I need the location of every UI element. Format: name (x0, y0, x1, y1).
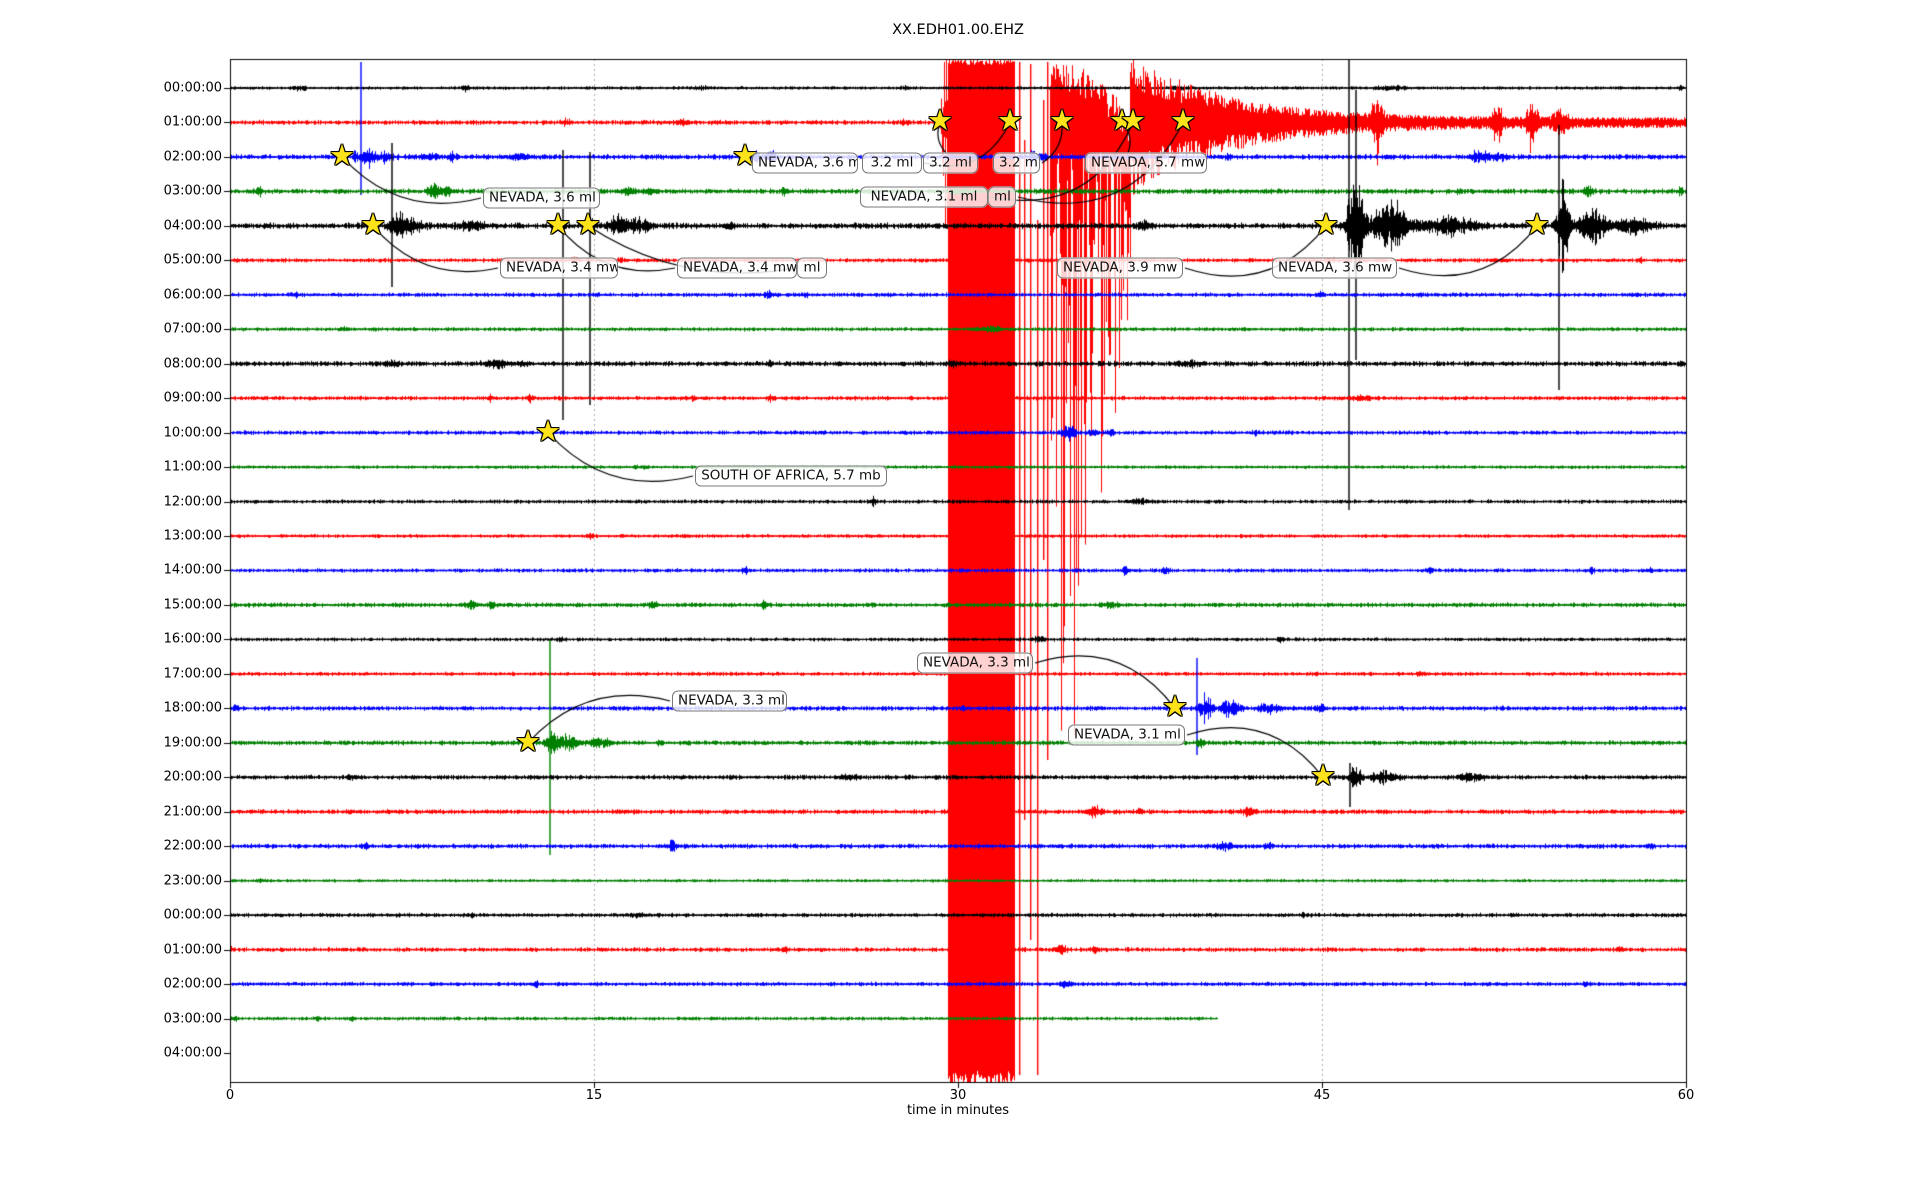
y-tick-label: 09:00:00 (163, 390, 222, 406)
x-tick-label: 45 (1313, 1088, 1331, 1103)
event-label: ml (988, 186, 1016, 208)
y-tick-label: 23:00:00 (163, 873, 222, 889)
y-tick-label: 11:00:00 (163, 459, 222, 475)
event-star-icon: ★ (1170, 103, 1196, 138)
y-tick-label: 01:00:00 (163, 942, 222, 958)
event-star-icon: ★ (575, 206, 601, 241)
event-label: NEVADA, 3.4 mw (500, 257, 618, 279)
page-title: XX.EDH01.00.EHZ (892, 22, 1024, 38)
event-star-icon: ★ (997, 103, 1023, 138)
x-tick-label: 15 (585, 1088, 603, 1103)
event-star-icon: ★ (1310, 758, 1336, 793)
event-label: SOUTH OF AFRICA, 5.7 mb (695, 465, 887, 487)
y-tick-label: 18:00:00 (163, 700, 222, 716)
x-tick-label: 0 (225, 1088, 235, 1103)
event-star-icon: ★ (927, 103, 953, 138)
event-label: NEVADA, 3.4 mw (677, 257, 797, 279)
y-tick-label: 04:00:00 (163, 218, 222, 234)
event-star-icon: ★ (1524, 206, 1550, 241)
event-star-icon: ★ (1049, 103, 1075, 138)
event-star-icon: ★ (515, 723, 541, 758)
y-tick-label: 08:00:00 (163, 356, 222, 372)
y-tick-label: 07:00:00 (163, 321, 222, 337)
event-star-icon: ★ (1313, 206, 1339, 241)
y-tick-label: 22:00:00 (163, 838, 222, 854)
y-tick-label: 01:00:00 (163, 114, 222, 130)
event-label: 3.2 ml (862, 152, 922, 174)
event-label: 3.2 ml (923, 152, 978, 174)
event-star-icon: ★ (535, 413, 561, 448)
y-tick-label: 00:00:00 (163, 907, 222, 923)
event-label: 3.2 ml (993, 152, 1040, 174)
y-tick-label: 15:00:00 (163, 597, 222, 613)
x-axis-title: time in minutes (906, 1103, 1010, 1118)
event-label: NEVADA, 3.3 ml (672, 690, 787, 712)
event-star-icon: ★ (1120, 103, 1146, 138)
x-tick-label: 60 (1677, 1088, 1695, 1103)
y-tick-label: 19:00:00 (163, 735, 222, 751)
event-label: ml (797, 257, 827, 279)
y-tick-label: 21:00:00 (163, 804, 222, 820)
y-tick-label: 17:00:00 (163, 666, 222, 682)
y-tick-label: 03:00:00 (163, 1011, 222, 1027)
y-tick-label: 00:00:00 (163, 80, 222, 96)
y-tick-label: 16:00:00 (163, 631, 222, 647)
y-tick-label: 13:00:00 (163, 528, 222, 544)
x-tick-label: 30 (949, 1088, 967, 1103)
y-tick-label: 10:00:00 (163, 425, 222, 441)
y-tick-label: 06:00:00 (163, 287, 222, 303)
y-tick-label: 02:00:00 (163, 149, 222, 165)
event-star-icon: ★ (360, 206, 386, 241)
event-label: NEVADA, 3.1 ml (860, 186, 988, 208)
event-label: NEVADA, 3.6 ml (752, 152, 858, 174)
event-label: NEVADA, 3.6 ml (483, 187, 600, 209)
event-label: NEVADA, 3.3 ml (917, 652, 1033, 674)
event-label: NEVADA, 3.9 mw (1057, 257, 1183, 279)
y-tick-label: 05:00:00 (163, 252, 222, 268)
y-tick-label: 12:00:00 (163, 494, 222, 510)
event-star-icon: ★ (545, 206, 571, 241)
y-tick-label: 02:00:00 (163, 976, 222, 992)
y-tick-label: 14:00:00 (163, 562, 222, 578)
event-star-icon: ★ (1162, 689, 1188, 724)
y-tick-label: 03:00:00 (163, 183, 222, 199)
event-label: NEVADA, 3.6 mw (1272, 257, 1397, 279)
y-tick-label: 04:00:00 (163, 1045, 222, 1061)
event-label: NEVADA, 3.1 ml (1068, 724, 1185, 746)
event-label: NEVADA, 5.7 mw (1085, 152, 1207, 174)
event-star-icon: ★ (329, 137, 355, 172)
event-star-icon: ★ (1109, 103, 1135, 138)
y-tick-label: 20:00:00 (163, 769, 222, 785)
